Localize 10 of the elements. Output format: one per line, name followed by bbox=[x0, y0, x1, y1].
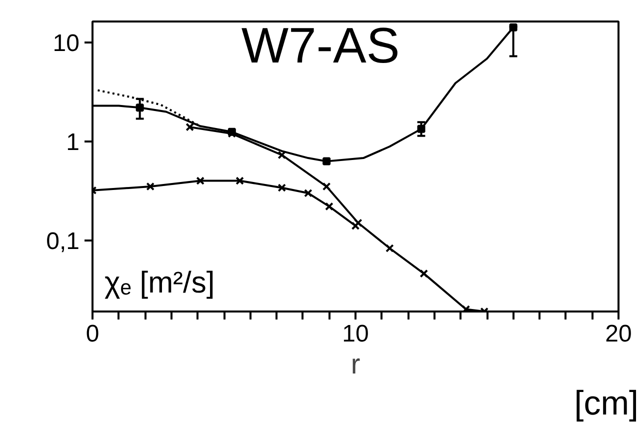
y-axis-title: χₑ [m²/s] bbox=[104, 266, 215, 300]
y-tick-label: 0,1 bbox=[46, 228, 80, 255]
x-axis-title: r bbox=[350, 348, 360, 380]
x-tick-label: 20 bbox=[605, 320, 632, 348]
x-tick-label: 0 bbox=[86, 320, 100, 348]
x-tick-label: 10 bbox=[342, 320, 369, 348]
y-tick-label: 1 bbox=[66, 128, 80, 156]
y-tick-label: 10 bbox=[52, 30, 80, 58]
text: [cm] bbox=[574, 384, 639, 422]
annotation: W7-AS bbox=[241, 18, 400, 74]
